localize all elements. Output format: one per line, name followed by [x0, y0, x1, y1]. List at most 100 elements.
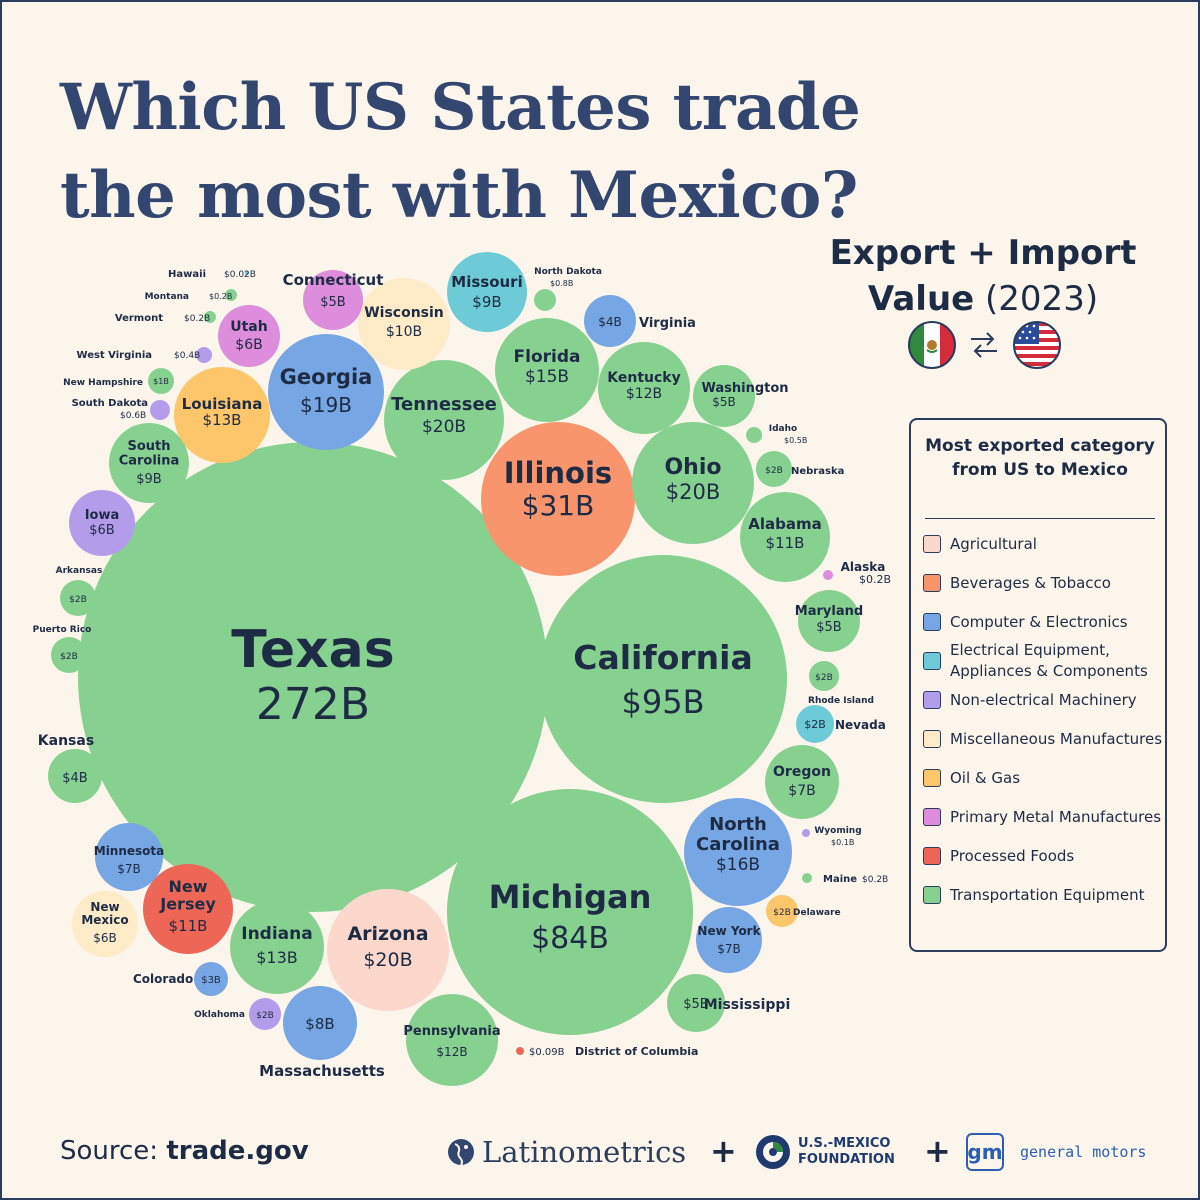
bubble-new-york: [696, 907, 762, 973]
gm-logo: gm general motors: [966, 1130, 1146, 1174]
legend-swatch: [923, 691, 941, 709]
legend-title: Most exported category from US to Mexico: [925, 436, 1155, 480]
state-label: New York: [697, 924, 761, 938]
bubble-west-virginia: [196, 347, 212, 363]
legend: Most exported category from US to Mexico…: [909, 418, 1167, 952]
value-label: $2B: [69, 595, 87, 605]
value-label: $10B: [386, 324, 422, 340]
state-label: New: [90, 900, 119, 914]
value-label: $0.5B: [784, 436, 807, 445]
bubble-montana: [225, 289, 237, 301]
state-label: Mississippi: [704, 997, 791, 1013]
plus-sign: +: [924, 1132, 951, 1170]
state-label: New: [168, 877, 207, 896]
bubble-wyoming: [802, 829, 810, 837]
value-label: $11B: [169, 917, 208, 935]
value-label: $8B: [305, 1015, 334, 1033]
state-label: Hawaii: [168, 269, 206, 280]
state-label: Tennessee: [391, 394, 497, 415]
bubble-new-mexico: [72, 891, 138, 957]
legend-label: Transportation Equipment: [950, 885, 1145, 904]
bubble-massachusetts: [283, 986, 357, 1060]
value-label: $20B: [666, 480, 721, 504]
state-label: Oregon: [773, 764, 831, 780]
state-label: Carolina: [119, 453, 180, 468]
bubble-iowa: [69, 490, 135, 556]
legend-item: Beverages & Tobacco: [923, 563, 1163, 603]
value-label: $0.2B: [209, 292, 232, 301]
value-label: $84B: [531, 921, 609, 956]
state-label: Michigan: [489, 878, 652, 916]
bubble-utah: [218, 305, 280, 367]
state-label: Nebraska: [791, 466, 844, 477]
state-label: Maine: [823, 874, 857, 885]
state-label: Montana: [145, 292, 189, 302]
value-label: $4B: [62, 771, 87, 786]
state-label: Georgia: [280, 365, 373, 389]
value-label: 272B: [256, 679, 370, 730]
bubble-mississippi: [667, 974, 725, 1032]
value-label: $5B: [712, 395, 736, 409]
state-label: Utah: [230, 319, 267, 335]
value-label: $2B: [815, 673, 833, 683]
state-label: Indiana: [241, 924, 312, 944]
value-label: $7B: [717, 942, 741, 956]
gm-wordmark: general motors: [1020, 1143, 1147, 1161]
bubble-kansas: [48, 749, 102, 803]
bubble-georgia: [268, 334, 384, 450]
state-label: Wisconsin: [364, 305, 444, 321]
state-label: Arizona: [347, 923, 428, 945]
source-note: Source: trade.gov: [60, 1136, 309, 1166]
value-label: $2B: [765, 466, 783, 476]
state-label: Nevada: [835, 718, 886, 732]
state-label: Pennsylvania: [403, 1024, 500, 1039]
state-label: Colorado: [133, 972, 193, 986]
state-label: Ohio: [664, 455, 721, 480]
bubble-oklahoma: [249, 998, 281, 1030]
usmf-wordmark: U.S.-MEXICO FOUNDATION: [798, 1136, 895, 1167]
state-label: California: [573, 638, 753, 677]
value-label: $7B: [788, 783, 815, 799]
state-label: District of Columbia: [575, 1045, 698, 1058]
bubble-florida: [495, 318, 599, 422]
usmf-logo: U.S.-MEXICO FOUNDATION: [754, 1130, 895, 1174]
state-label: Mexico: [81, 913, 128, 927]
bubble-south-dakota: [150, 400, 170, 420]
chart-subtitle: Export + Import Value (2023): [802, 230, 1164, 322]
state-label: Minnesota: [94, 844, 165, 858]
legend-label: Computer & Electronics: [950, 612, 1128, 631]
bubble-pennsylvania: [406, 994, 498, 1086]
source-value: trade.gov: [166, 1136, 309, 1166]
state-label: Alabama: [748, 515, 821, 533]
legend-item: Primary Metal Manufactures: [923, 797, 1163, 837]
value-label: $4B: [598, 315, 622, 329]
bubble-michigan: [447, 789, 693, 1035]
bubble-indiana: [230, 900, 324, 994]
bubble-delaware: [766, 895, 798, 927]
value-label: $6B: [235, 337, 262, 353]
value-label: $5B: [320, 295, 345, 310]
state-label: Kansas: [38, 733, 94, 749]
value-label: $0.2B: [862, 875, 888, 885]
state-label: Oklahoma: [194, 1010, 245, 1020]
state-label: Jersey: [159, 895, 216, 914]
state-label: Maryland: [795, 604, 863, 619]
state-label: West Virginia: [77, 350, 152, 361]
legend-item: Non-electrical Machinery: [923, 680, 1163, 720]
usmf-emblem-icon: [756, 1135, 790, 1169]
state-label: Delaware: [793, 908, 841, 918]
value-label: $9B: [136, 472, 161, 487]
bubble-idaho: [746, 427, 762, 443]
state-label: North Dakota: [534, 267, 602, 277]
bubble-nebraska: [756, 451, 792, 487]
bubble-virginia: [584, 295, 636, 347]
state-label: Rhode Island: [808, 696, 874, 706]
value-label: $13B: [256, 948, 298, 967]
legend-item: Oil & Gas: [923, 758, 1163, 798]
value-label: $1B: [153, 377, 169, 386]
value-label: $95B: [621, 683, 704, 721]
value-label: $0.2B: [859, 573, 891, 586]
value-label: $12B: [436, 1045, 467, 1059]
flags-row: [908, 321, 1061, 369]
